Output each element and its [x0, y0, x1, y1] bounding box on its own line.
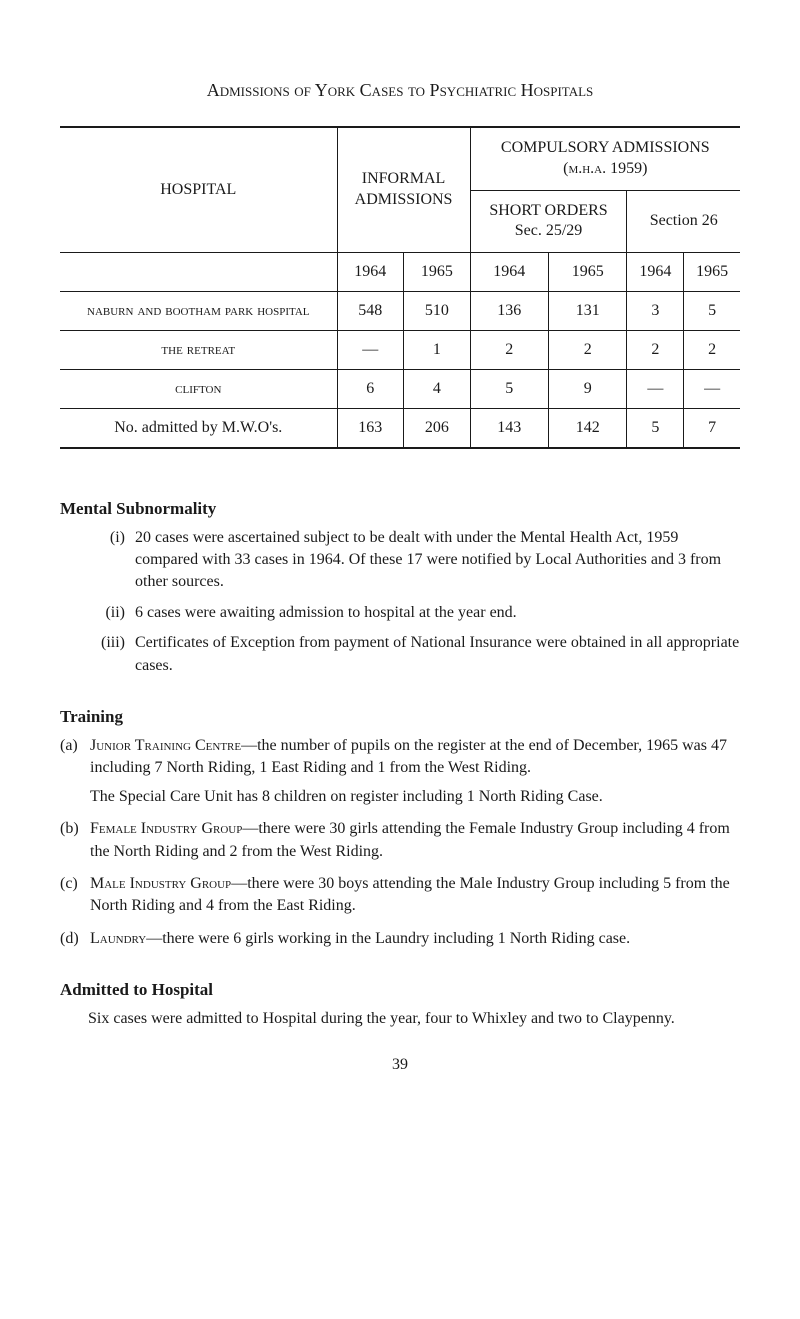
- th-compulsory-l2: (m.h.a. 1959): [563, 160, 647, 177]
- admissions-table: HOSPITAL INFORMAL ADMISSIONS COMPULSORY …: [60, 126, 740, 449]
- row0-ib: 510: [404, 291, 471, 330]
- training-marker-0: (a): [60, 735, 90, 808]
- row3-s26a: 5: [627, 408, 684, 448]
- training-lead-1: Female Industry Group: [90, 820, 242, 837]
- training-item-1: (b) Female Industry Group—there were 30 …: [60, 818, 740, 863]
- mental-text-2: Certificates of Exception from payment o…: [135, 632, 740, 677]
- th-y1a: 1964: [337, 252, 404, 291]
- th-short-orders: SHORT ORDERS Sec. 25/29: [470, 190, 627, 252]
- mental-marker-2: (iii): [85, 632, 135, 677]
- admitted-heading: Admitted to Hospital: [60, 980, 740, 1000]
- training-lead-3: Laundry: [90, 930, 146, 947]
- th-hospital: HOSPITAL: [60, 127, 337, 252]
- row3-sa: 143: [470, 408, 548, 448]
- training-body-1: Female Industry Group—there were 30 girl…: [90, 818, 740, 863]
- th-compulsory: COMPULSORY ADMISSIONS (m.h.a. 1959): [470, 127, 740, 190]
- training-marker-1: (b): [60, 818, 90, 863]
- training-body-2: Male Industry Group—there were 30 boys a…: [90, 873, 740, 918]
- row3-sb: 142: [548, 408, 626, 448]
- th-section26: Section 26: [627, 190, 740, 252]
- mental-item-1: (ii) 6 cases were awaiting admission to …: [85, 602, 740, 624]
- row1-s26b: 2: [684, 330, 740, 369]
- mental-heading: Mental Subnormality: [60, 499, 740, 519]
- th-informal-l1: INFORMAL: [362, 170, 446, 187]
- training-item-3: (d) Laundry—there were 6 girls working i…: [60, 928, 740, 950]
- th-short-orders-l2: Sec. 25/29: [515, 222, 583, 239]
- row0-s26b: 5: [684, 291, 740, 330]
- th-y2b: 1965: [548, 252, 626, 291]
- row3-s26b: 7: [684, 408, 740, 448]
- row3-ib: 206: [404, 408, 471, 448]
- training-marker-2: (c): [60, 873, 90, 918]
- row2-sa: 5: [470, 369, 548, 408]
- row1-sb: 2: [548, 330, 626, 369]
- training-lead-2: Male Industry Group: [90, 875, 231, 892]
- training-marker-3: (d): [60, 928, 90, 950]
- row1-ib: 1: [404, 330, 471, 369]
- mental-text-1: 6 cases were awaiting admission to hospi…: [135, 602, 517, 624]
- mental-marker-1: (ii): [85, 602, 135, 624]
- th-y2a: 1964: [470, 252, 548, 291]
- th-short-orders-l1: SHORT ORDERS: [489, 202, 607, 219]
- th-y3a: 1964: [627, 252, 684, 291]
- row2-sb: 9: [548, 369, 626, 408]
- th-informal-l2: ADMISSIONS: [355, 191, 453, 208]
- page-content: Admissions of York Cases to Psychiatric …: [0, 0, 800, 1114]
- training-item-0: (a) Junior Training Centre—the number of…: [60, 735, 740, 808]
- page-title: Admissions of York Cases to Psychiatric …: [60, 80, 740, 101]
- page-number: 39: [60, 1056, 740, 1074]
- row3-ia: 163: [337, 408, 404, 448]
- row2-ib: 4: [404, 369, 471, 408]
- admitted-text: Six cases were admitted to Hospital duri…: [60, 1008, 740, 1030]
- row0-sb: 131: [548, 291, 626, 330]
- row1-sa: 2: [470, 330, 548, 369]
- training-body-0: Junior Training Centre—the number of pup…: [90, 735, 740, 808]
- training-t1-3: —there were 6 girls working in the Laund…: [146, 930, 630, 947]
- mental-item-0: (i) 20 cases were ascertained subject to…: [85, 527, 740, 594]
- th-y1b: 1965: [404, 252, 471, 291]
- training-body-3: Laundry—there were 6 girls working in th…: [90, 928, 740, 950]
- th-blank: [60, 252, 337, 291]
- row1-s26a: 2: [627, 330, 684, 369]
- row1-name: the retreat: [60, 330, 337, 369]
- row2-s26a: —: [627, 369, 684, 408]
- row0-sa: 136: [470, 291, 548, 330]
- training-lead-0: Junior Training Centre: [90, 737, 241, 754]
- training-heading: Training: [60, 707, 740, 727]
- row0-name: naburn and bootham park hospital: [60, 291, 337, 330]
- row0-s26a: 3: [627, 291, 684, 330]
- mental-text-0: 20 cases were ascertained subject to be …: [135, 527, 740, 594]
- training-list: (a) Junior Training Centre—the number of…: [60, 735, 740, 950]
- row3-name: No. admitted by M.W.O's.: [60, 408, 337, 448]
- th-y3b: 1965: [684, 252, 740, 291]
- mental-list: (i) 20 cases were ascertained subject to…: [85, 527, 740, 677]
- row1-ia: —: [337, 330, 404, 369]
- row2-s26b: —: [684, 369, 740, 408]
- training-t2-0: The Special Care Unit has 8 children on …: [90, 786, 740, 808]
- row0-ia: 548: [337, 291, 404, 330]
- row2-name: clifton: [60, 369, 337, 408]
- row2-ia: 6: [337, 369, 404, 408]
- th-compulsory-l1: COMPULSORY ADMISSIONS: [501, 139, 710, 156]
- th-informal: INFORMAL ADMISSIONS: [337, 127, 470, 252]
- mental-marker-0: (i): [85, 527, 135, 594]
- mental-item-2: (iii) Certificates of Exception from pay…: [85, 632, 740, 677]
- training-item-2: (c) Male Industry Group—there were 30 bo…: [60, 873, 740, 918]
